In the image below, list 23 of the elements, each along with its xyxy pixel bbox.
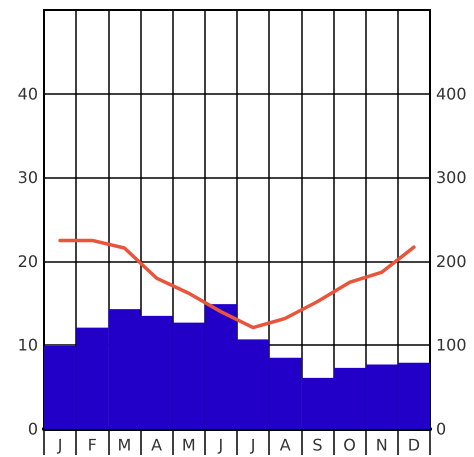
y2-tick-label: 100 [436, 336, 467, 355]
x-tick-label: A [151, 436, 162, 454]
y2-tick-label: 300 [436, 168, 467, 188]
y-tick-label: 30 [18, 168, 38, 188]
y2-tick-label: 0 [436, 420, 446, 438]
x-tick-label: J [250, 436, 256, 454]
line-series [58, 238, 416, 330]
x-tick-label: N [376, 436, 388, 454]
x-tick-label: S [312, 436, 322, 454]
x-tick-label: O [343, 436, 356, 454]
x-tick-label: M [118, 436, 132, 454]
x-tick-label: D [408, 436, 420, 454]
y-tick-label: 0 [28, 420, 38, 438]
x-tick-label: J [218, 436, 224, 454]
y-tick-label: 10 [18, 336, 38, 355]
y2-tick-label: 200 [436, 252, 467, 271]
x-tick-label: J [56, 436, 62, 454]
y-tick-label: 20 [18, 252, 38, 271]
x-tick-label: A [280, 436, 291, 454]
x-tick-label: F [88, 436, 97, 454]
x-tick-label: M [182, 436, 196, 454]
y-tick-label: 40 [18, 84, 38, 104]
y2-tick-label: 400 [436, 84, 467, 104]
